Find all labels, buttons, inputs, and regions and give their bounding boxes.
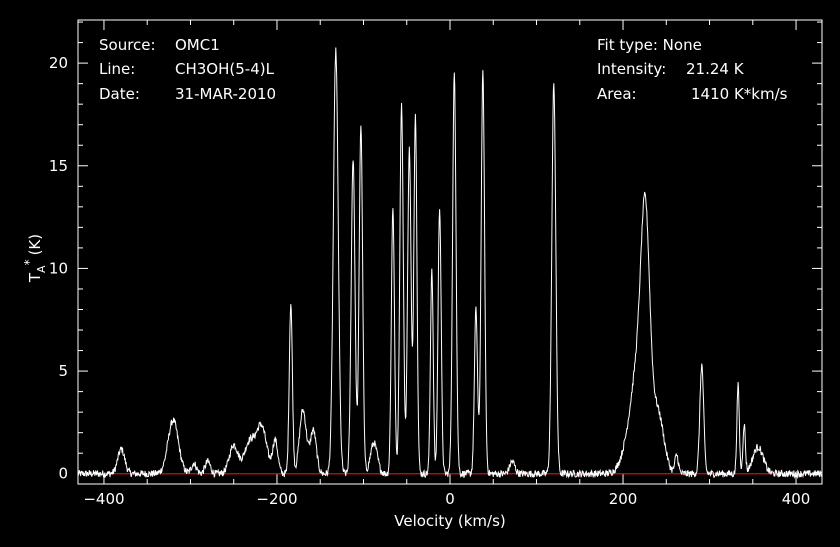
y-tick-label: 5 [58, 362, 68, 380]
intensity-label: Intensity: [597, 60, 666, 78]
line-value: CH3OH(5-4)L [175, 60, 275, 78]
spectrum-line [77, 47, 823, 480]
y-tick-label: 10 [49, 259, 68, 277]
intensity-value: 21.24 K [686, 60, 745, 78]
area-label: Area: [597, 85, 637, 103]
axis-tick-labels: −400 −200 0 200 400 0 5 10 15 20 [49, 54, 810, 508]
y-axis-label-sub: A [35, 265, 48, 273]
area-value: 1410 K*km/s [691, 85, 788, 103]
source-label: Source: [99, 36, 156, 54]
y-axis-label-sup: * [22, 259, 36, 265]
x-tick-label: 200 [609, 490, 638, 508]
x-tick-label: 400 [782, 490, 811, 508]
y-tick-label: 15 [49, 157, 68, 175]
x-axis-label: Velocity (km/s) [394, 512, 505, 530]
line-label: Line: [99, 60, 135, 78]
fit-type: Fit type: None [597, 36, 702, 54]
svg-text:TA*(K): TA* (K) [22, 234, 48, 283]
y-axis-label-unit: (K) [26, 234, 44, 256]
y-tick-label: 0 [58, 465, 68, 483]
y-axis-label-main: T [26, 272, 44, 283]
x-tick-label: −400 [83, 490, 124, 508]
y-axis-label: TA* (K) [22, 234, 48, 283]
x-tick-label: 0 [445, 490, 455, 508]
x-tick-label: −200 [256, 490, 297, 508]
date-label: Date: [99, 85, 140, 103]
y-tick-label: 20 [49, 54, 68, 72]
source-value: OMC1 [175, 36, 220, 54]
date-value: 31-MAR-2010 [175, 85, 276, 103]
